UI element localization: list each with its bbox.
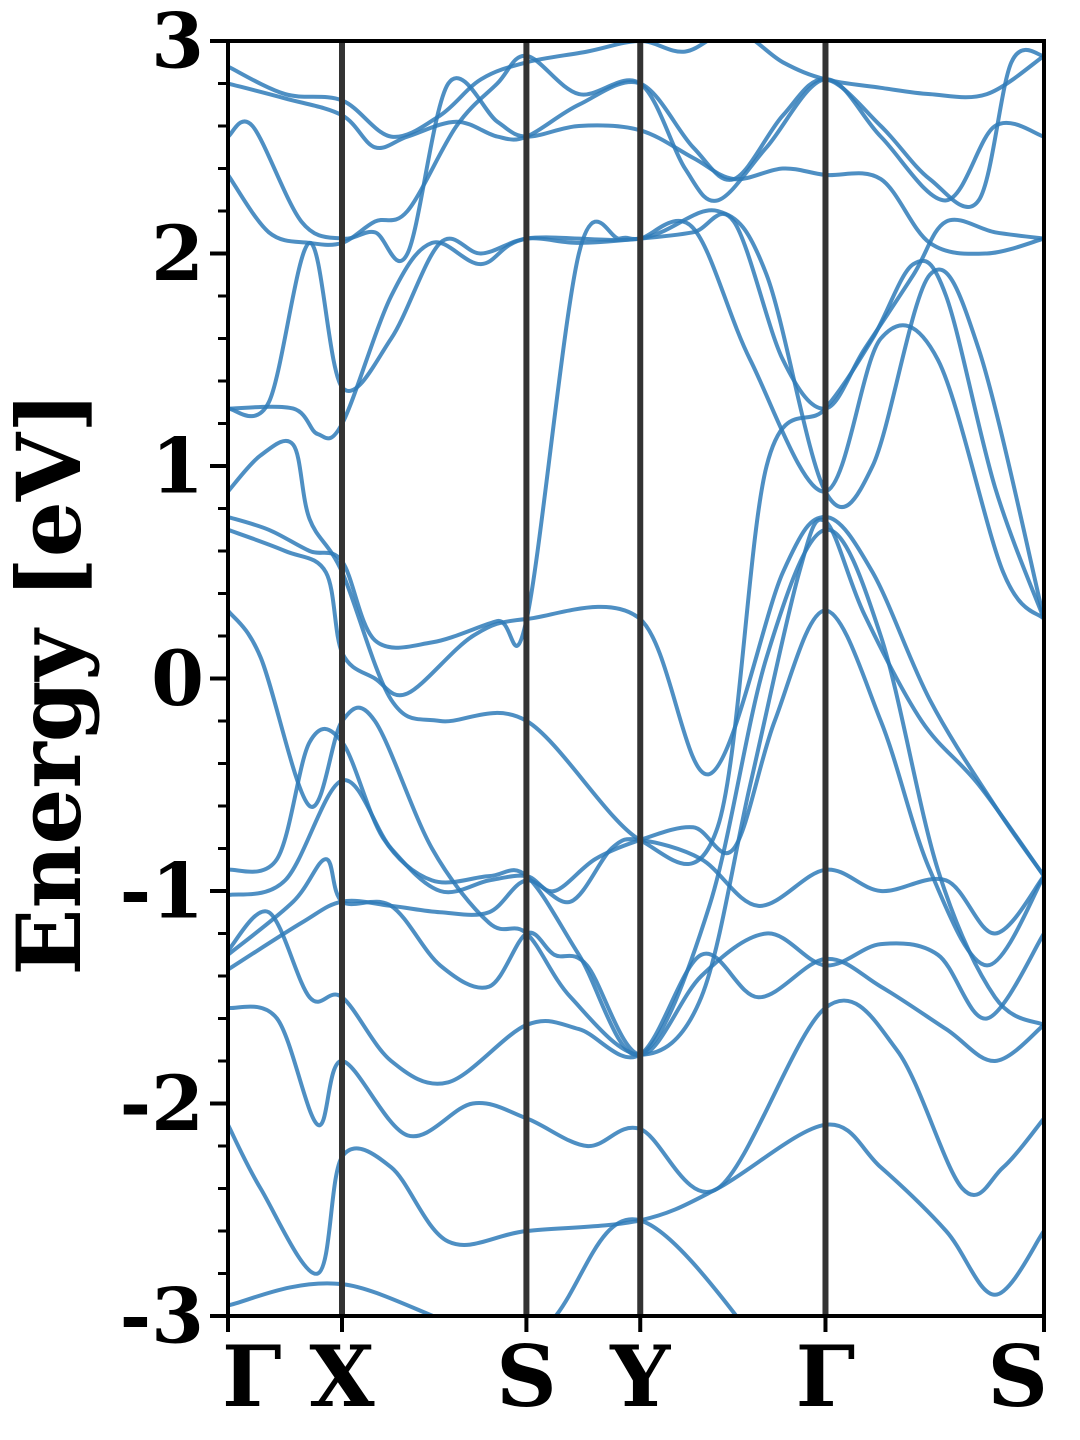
band-line-2	[228, 1122, 1044, 1297]
x-tick-label-S: S	[496, 1327, 557, 1426]
y-tick-label: -2	[120, 1059, 204, 1148]
band-line-12	[228, 258, 1044, 866]
x-tick-label-Γ: Γ	[796, 1327, 856, 1426]
bands-layer	[228, 41, 1044, 1316]
band-line-4	[228, 909, 1044, 1086]
band-line-8	[228, 527, 1044, 1057]
x-tick-label-Γ: Γ	[222, 1327, 282, 1426]
band-line-14	[228, 212, 1044, 418]
band-line-5	[228, 857, 1044, 1057]
band-line-3	[228, 998, 1044, 1197]
y-tick-label: 0	[151, 634, 204, 723]
band-line-10	[228, 515, 1044, 878]
band-line-17	[228, 47, 1044, 209]
band-line-6	[228, 837, 1044, 972]
y-tick-label: 1	[151, 422, 204, 511]
high-symmetry-separators	[338, 41, 829, 1316]
y-axis-label: Energy [eV]	[0, 391, 101, 975]
y-axis-ticks: -3 -2 -1 0 1 2 3	[120, 0, 228, 1361]
band-line-11	[228, 218, 1044, 650]
x-tick-label-X: X	[309, 1327, 375, 1426]
band-line-15	[228, 53, 1044, 247]
y-tick-label: -1	[120, 847, 204, 936]
band-line-9	[228, 517, 1044, 1057]
y-tick-label: 3	[151, 0, 204, 86]
band-line-13	[228, 208, 1044, 620]
x-tick-label-Y: Y	[609, 1327, 671, 1426]
band-line-18	[228, 41, 1044, 139]
x-tick-label-S: S	[987, 1327, 1048, 1426]
y-tick-label: -3	[120, 1272, 204, 1361]
y-tick-label: 2	[151, 209, 204, 298]
